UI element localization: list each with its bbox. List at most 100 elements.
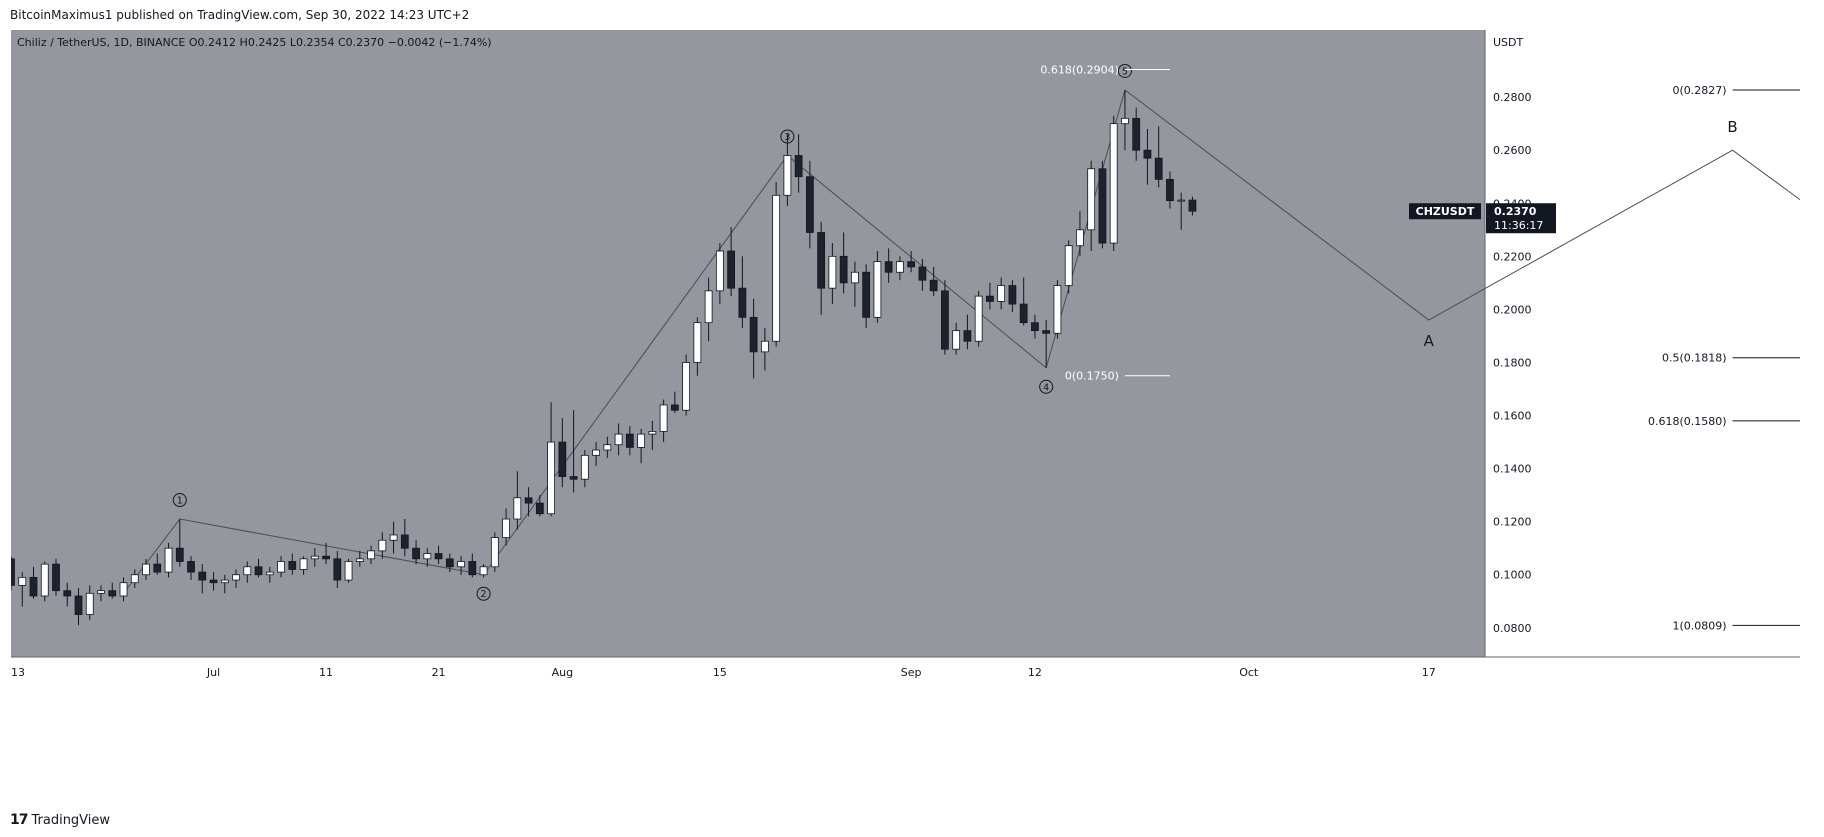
y-tick-label: 0.1000: [1493, 569, 1532, 582]
symbol-badge-text: CHZUSDT: [1416, 205, 1475, 218]
x-tick-label: Jul: [206, 666, 220, 679]
candle-body: [805, 176, 814, 233]
candle-body: [254, 566, 263, 576]
y-tick-label: 0.1600: [1493, 410, 1532, 423]
candle-body: [243, 566, 252, 576]
symbol-info-part: C: [334, 36, 345, 49]
candle-body: [547, 441, 555, 515]
candle-body: [502, 518, 510, 538]
x-tick-label: 13: [11, 666, 25, 679]
y-tick-label: 0.2800: [1493, 91, 1532, 104]
symbol-info-part: 0.2354: [296, 36, 335, 49]
candle-body: [1188, 199, 1197, 212]
candle-body: [749, 316, 758, 353]
candle-body: [1132, 117, 1141, 151]
y-tick-label: 0.2000: [1493, 303, 1532, 316]
candle-body: [412, 547, 420, 560]
projection-label: B: [1727, 118, 1737, 136]
candle-body: [209, 579, 218, 584]
time-axis-background: [11, 657, 1800, 803]
candle-body: [85, 592, 94, 615]
candle-body: [693, 322, 702, 363]
candle-body: [1064, 245, 1073, 286]
fib-level-label: 1(0.0809): [1672, 619, 1726, 632]
candle-body: [918, 266, 927, 281]
x-tick-label: 12: [1028, 666, 1042, 679]
wave-label-circle: [1039, 379, 1054, 394]
wave-label-text: 5: [1122, 66, 1128, 77]
candle-body: [142, 563, 150, 576]
candle-body: [535, 502, 544, 515]
chart-frame: Chiliz / TetherUS, 1D, BINANCE O0.2412 H…: [11, 30, 1800, 803]
candle-body: [130, 574, 139, 584]
footer-brand[interactable]: TradingView: [31, 812, 111, 828]
chart-svg[interactable]: Chiliz / TetherUS, 1D, BINANCE O0.2412 H…: [11, 30, 1800, 803]
candle-body: [1109, 123, 1118, 244]
footer: 17 TradingView: [10, 812, 110, 828]
candle-body: [907, 261, 916, 268]
candle-body: [862, 271, 871, 318]
candle-body: [558, 441, 567, 477]
candle-body: [333, 558, 342, 581]
symbol-info-part: H: [236, 36, 248, 49]
symbol-info-part: 0.2370: [346, 36, 385, 49]
candle-body: [97, 590, 105, 594]
candle-body: [592, 449, 600, 456]
candle-body: [603, 444, 612, 451]
candle-body: [378, 539, 387, 552]
y-tick-label: 0.2600: [1493, 144, 1532, 157]
candle-body: [738, 287, 747, 318]
candle-body: [187, 561, 195, 573]
y-tick-label: 0.1200: [1493, 516, 1532, 529]
symbol-info-part: 0.2425: [248, 36, 287, 49]
x-tick-label: 17: [1422, 666, 1436, 679]
y-tick-label: 0.1400: [1493, 463, 1532, 476]
x-tick-label: 21: [432, 666, 446, 679]
wave-label-circle: [172, 493, 187, 508]
published-line: BitcoinMaximus1 published on TradingView…: [10, 8, 470, 22]
wave-label-circle: [1117, 63, 1132, 78]
candle-body: [896, 261, 904, 273]
candle-body: [11, 558, 15, 586]
candle-body: [625, 433, 634, 448]
candle-body: [1087, 168, 1096, 231]
y-tick-label: 0.2200: [1493, 250, 1532, 263]
fib-level-label: 0(0.1750): [1065, 370, 1119, 383]
candle-body: [29, 576, 38, 597]
wave-label-circle: [780, 129, 795, 144]
candle-body: [1053, 285, 1062, 334]
wave-label-text: 1: [177, 496, 183, 507]
projection-path-line: [1124, 89, 1800, 321]
fib-level-label: 0(0.2827): [1672, 84, 1726, 97]
candle-body: [310, 555, 319, 560]
plot-background: [11, 30, 1485, 657]
candle-body: [772, 194, 781, 342]
fib-level-label: 0.5(0.1818): [1662, 352, 1727, 365]
y-tick-label: 0.1800: [1493, 356, 1532, 369]
x-tick-label: Sep: [901, 666, 922, 679]
candle-body: [941, 290, 949, 350]
candle-body: [288, 561, 297, 570]
candle-body: [1166, 178, 1174, 202]
candle-body: [265, 571, 274, 576]
candle-body: [322, 555, 330, 560]
candle-body: [400, 534, 409, 549]
candle-body: [952, 330, 961, 350]
candle-body: [963, 330, 972, 342]
candle-body: [389, 534, 398, 541]
candle-body: [1019, 303, 1028, 324]
wave-label-text: 3: [784, 132, 790, 143]
candle-body: [569, 476, 578, 480]
candle-body: [524, 497, 533, 504]
tradingview-logo-icon[interactable]: 17: [10, 812, 29, 828]
candle-body: [1177, 199, 1186, 202]
candle-body: [18, 576, 27, 586]
candle-body: [119, 582, 128, 597]
candle-body: [1076, 229, 1084, 247]
candle-body: [1098, 168, 1107, 244]
x-tick-label: 15: [713, 666, 727, 679]
candle-body: [648, 431, 657, 435]
candle-body: [344, 561, 353, 581]
candle-body: [479, 566, 488, 576]
x-tick-label: Aug: [552, 666, 573, 679]
